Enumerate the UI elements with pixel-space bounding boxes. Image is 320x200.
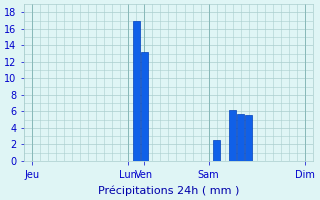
X-axis label: Précipitations 24h ( mm ): Précipitations 24h ( mm ) [98, 185, 239, 196]
Bar [133, 21, 140, 161]
Bar [245, 115, 252, 161]
Bar [213, 140, 220, 161]
Bar [237, 114, 244, 161]
Bar [229, 110, 236, 161]
Bar [141, 52, 148, 161]
